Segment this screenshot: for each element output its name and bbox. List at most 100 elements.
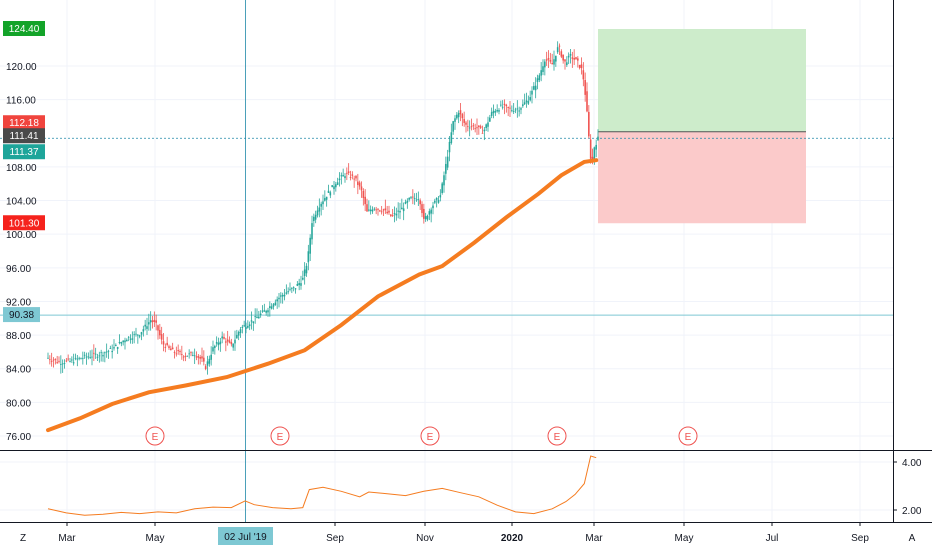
candle-body (580, 64, 583, 69)
candle-body (382, 209, 385, 211)
candle-body (494, 111, 497, 113)
time-tick-label: May (146, 533, 165, 544)
candle-body (91, 356, 93, 358)
candle-body (296, 283, 299, 286)
candle-body (50, 360, 53, 362)
candle-body (49, 359, 51, 361)
price-badge-label: 101.30 (9, 218, 40, 229)
candle-body (269, 306, 271, 308)
candle-body (490, 112, 493, 116)
candle-body (534, 85, 537, 91)
candle-body (476, 127, 478, 129)
candle-body (313, 216, 315, 222)
candle-body (272, 304, 275, 307)
candle-body (164, 346, 167, 348)
candle-body (489, 117, 491, 122)
candle-body (509, 107, 511, 109)
candle-body (74, 357, 77, 359)
candle-body (107, 350, 110, 352)
candle-body (575, 57, 577, 60)
candle-body (60, 363, 62, 365)
candle-body (72, 362, 75, 364)
candle-body (171, 347, 174, 350)
candle-body (195, 356, 198, 358)
candle-body (545, 59, 548, 61)
candle-body (487, 122, 489, 127)
candle-body (104, 352, 106, 354)
candle-body (265, 310, 267, 313)
candle-body (531, 90, 533, 95)
candle-body (148, 322, 150, 325)
candle-body (355, 175, 357, 179)
candle-body (397, 210, 399, 212)
candle-body (439, 195, 442, 198)
candle-body (124, 340, 126, 343)
candle-body (87, 356, 90, 358)
candle-body (371, 209, 374, 212)
price-tick-label: 92.00 (6, 297, 31, 308)
candle-body (522, 104, 524, 107)
candle-body (280, 295, 282, 297)
time-axis[interactable]: Mar May Sep Nov 2020 Mar May Jul Sep (58, 522, 869, 544)
candle-body (276, 299, 278, 302)
candle-body (406, 200, 409, 203)
candle-body (527, 101, 530, 104)
candle-body (153, 319, 156, 322)
candle-body (237, 332, 240, 336)
candle-body (318, 207, 321, 212)
candle-body (100, 352, 102, 354)
candle-body (586, 91, 588, 112)
candle-body (146, 326, 148, 329)
candle-body (424, 216, 427, 220)
candle-body (582, 70, 585, 80)
candle-body (291, 288, 293, 289)
candle-body (353, 178, 355, 180)
candle-body (250, 320, 253, 322)
price-tick-label: 116.00 (6, 96, 36, 107)
candle-body (329, 192, 332, 196)
candle-body (393, 213, 396, 215)
candle-body (170, 348, 172, 351)
candle-body (421, 204, 423, 214)
candle-body (236, 334, 238, 339)
candle-body (208, 358, 211, 364)
candle-body (593, 147, 596, 161)
indicator-axis[interactable]: 2.00 4.00 (893, 458, 922, 517)
long-position-tool[interactable] (598, 29, 806, 224)
candle-body (454, 118, 456, 122)
candle-body (278, 297, 280, 300)
candle-body (470, 126, 473, 128)
price-badge (3, 307, 40, 323)
candle-body (162, 341, 165, 345)
indicator-tick-label: 4.00 (902, 458, 922, 469)
candle-body (166, 342, 168, 345)
candle-body (465, 122, 467, 125)
earnings-marker-label: E (554, 432, 561, 443)
candle-body (533, 86, 535, 90)
candle-body (58, 360, 60, 362)
candle-body (109, 348, 112, 349)
price-axis[interactable]: 76.00 80.00 84.00 88.00 92.00 96.00 100.00 104.… (6, 62, 37, 443)
price-tick-label: 96.00 (6, 264, 31, 275)
candle-body (412, 196, 414, 198)
time-tick-label: 2020 (501, 533, 524, 544)
candle-body (239, 329, 242, 334)
price-tick-label: 88.00 (6, 331, 31, 342)
candle-body (204, 366, 207, 369)
candle-body (80, 358, 82, 360)
candle-body (430, 209, 432, 214)
corner-z-button[interactable]: Z (20, 533, 26, 544)
candle-body (234, 339, 236, 344)
candle-body (362, 190, 365, 199)
earnings-marker (420, 426, 440, 446)
candle-body (219, 341, 222, 345)
candle-body (215, 341, 218, 344)
candle-body (357, 181, 359, 185)
candle-body (96, 356, 99, 358)
candle-body (540, 70, 542, 76)
crosshair-date-label: 02 Jul '19 (224, 532, 267, 543)
candle-body (67, 358, 69, 360)
auto-scale-button[interactable]: A (909, 533, 916, 544)
